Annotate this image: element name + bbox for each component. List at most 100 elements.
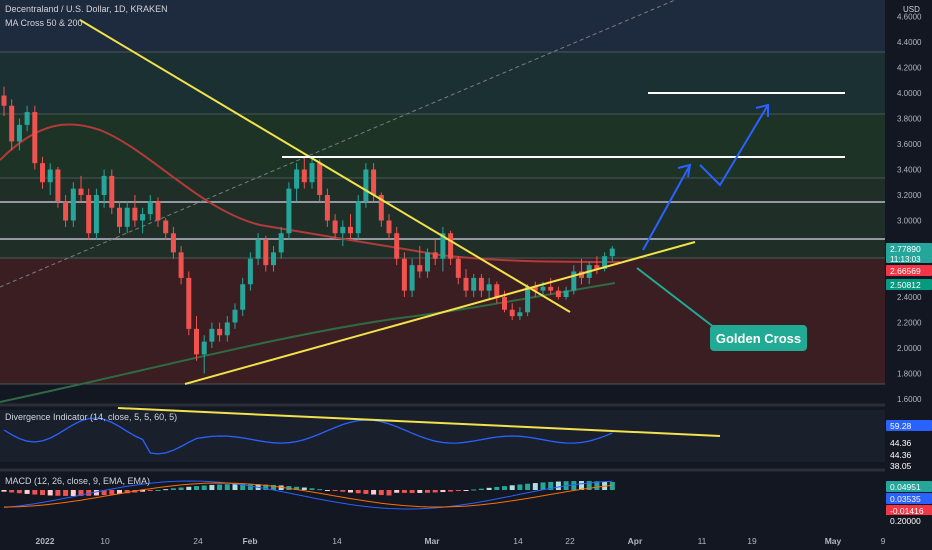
candle-body (332, 220, 338, 234)
macd-hist-bar (348, 490, 353, 493)
candle-body (86, 195, 92, 234)
zone-top (0, 0, 885, 52)
time-axis-label: Feb (242, 536, 257, 546)
candle-body (540, 286, 546, 291)
zone-1 (0, 52, 885, 114)
candle-body (594, 265, 600, 269)
macd-hist-bar (409, 490, 415, 493)
divergence-level-bg (886, 460, 932, 469)
price-badge-current: 2.77890 (890, 244, 921, 254)
macd-hist-bar (532, 483, 538, 490)
macd-hist-bar (386, 490, 392, 496)
zone-2 (0, 114, 885, 178)
divergence-title[interactable]: Divergence Indicator (14, close, 5, 5, 6… (5, 412, 178, 422)
macd-hist-bar (155, 490, 161, 491)
candle-body (163, 220, 169, 234)
indicator-label[interactable]: MA Cross 50 & 200 (5, 18, 83, 28)
price-tick-label: 3.8000 (897, 115, 922, 124)
macd-hist-bar (371, 490, 377, 495)
arrowhead-2 (755, 103, 769, 117)
candle-body (70, 188, 76, 221)
candle-body (55, 169, 61, 202)
candle-body (440, 233, 446, 259)
time-axis-label: 14 (332, 536, 342, 546)
price-badge-ma50: 2.66569 (890, 266, 921, 276)
macd-hist-bar (355, 490, 361, 494)
candle-body (571, 271, 577, 291)
time-axis-label: 22 (565, 536, 575, 546)
candle-body (355, 201, 361, 234)
candle-body (309, 163, 315, 183)
candle-body (147, 201, 153, 215)
macd-hist-bar (517, 484, 523, 490)
candle-body (301, 169, 307, 183)
candle-body (317, 163, 323, 195)
macd-hist-bar (117, 490, 122, 494)
macd-hist-bar (448, 490, 454, 492)
price-tick-label: 1.8000 (897, 370, 922, 379)
macd-hist-badge-bg (886, 481, 932, 492)
macd-hist-bar (440, 490, 446, 493)
time-axis-label: Apr (628, 536, 643, 546)
candle-body (517, 312, 523, 317)
price-badge-current-sub: 11:13:03 (890, 255, 921, 264)
candle-body (32, 112, 38, 164)
macd-hist-bar (555, 481, 561, 490)
time-axis-label: 11 (698, 536, 707, 546)
macd-hist-bar (147, 490, 153, 491)
price-tick-label: 2.0000 (897, 344, 922, 353)
macd-hist-bar (247, 484, 253, 490)
candle-body (525, 286, 531, 313)
candle-body (9, 105, 15, 142)
macd-hist-bar (201, 485, 207, 490)
macd-hist-bar (55, 490, 61, 496)
macd-hist-bar (294, 486, 300, 490)
macd-signal-badge-bg (886, 505, 932, 516)
candle-body (324, 195, 330, 221)
price-tick-label: 3.2000 (897, 191, 922, 200)
macd-hist-bar (363, 490, 369, 494)
candle-body (209, 328, 215, 342)
chart-title: Decentraland / U.S. Dollar, 1D, KRAKEN (5, 4, 168, 14)
price-tick-label: 3.4000 (897, 166, 922, 175)
macd-hist-bar (548, 481, 554, 490)
time-axis-label: Mar (424, 536, 440, 546)
macd-hist-bar (63, 490, 69, 496)
candle-body (386, 220, 392, 234)
divergence-badge-bg (886, 420, 932, 431)
macd-hist-bar (140, 490, 146, 492)
projection-arrow-2 (699, 104, 769, 187)
candle-body (155, 201, 161, 221)
candle-body (232, 309, 238, 323)
macd-hist-bar (170, 488, 176, 490)
macd-hist-bar (471, 489, 477, 491)
macd-title[interactable]: MACD (12, 26, close, 9, EMA, EMA) (5, 476, 151, 486)
candle-body (478, 277, 484, 291)
candle-body (255, 239, 261, 259)
macd-hist-bar (317, 489, 323, 491)
candle-body (201, 341, 207, 355)
candle-body (363, 169, 369, 202)
macd-hist-bar (16, 490, 22, 494)
macd-hist-bar (332, 490, 338, 491)
candle-body (579, 271, 584, 278)
macd-hist-bar (463, 490, 469, 491)
time-axis-label: 9 (881, 536, 886, 546)
macd-hist-bar (394, 490, 400, 493)
macd-hist-bar (478, 488, 484, 490)
price-tick-label: 4.0000 (897, 89, 922, 98)
macd-hist-bar (455, 490, 461, 491)
currency-label[interactable]: USD (903, 5, 920, 14)
candle-body (47, 169, 53, 183)
macd-hist-bar (1, 490, 7, 492)
macd-hist-bar (579, 481, 584, 490)
macd-hist-bar (301, 487, 307, 490)
candle-body (240, 284, 246, 310)
candle-body (1, 95, 7, 106)
macd-hist-bar (109, 490, 115, 495)
macd-hist-bar (271, 484, 276, 490)
candle-body (294, 169, 300, 189)
price-tick-label: 3.6000 (897, 140, 922, 149)
divergence-line (3, 417, 613, 455)
